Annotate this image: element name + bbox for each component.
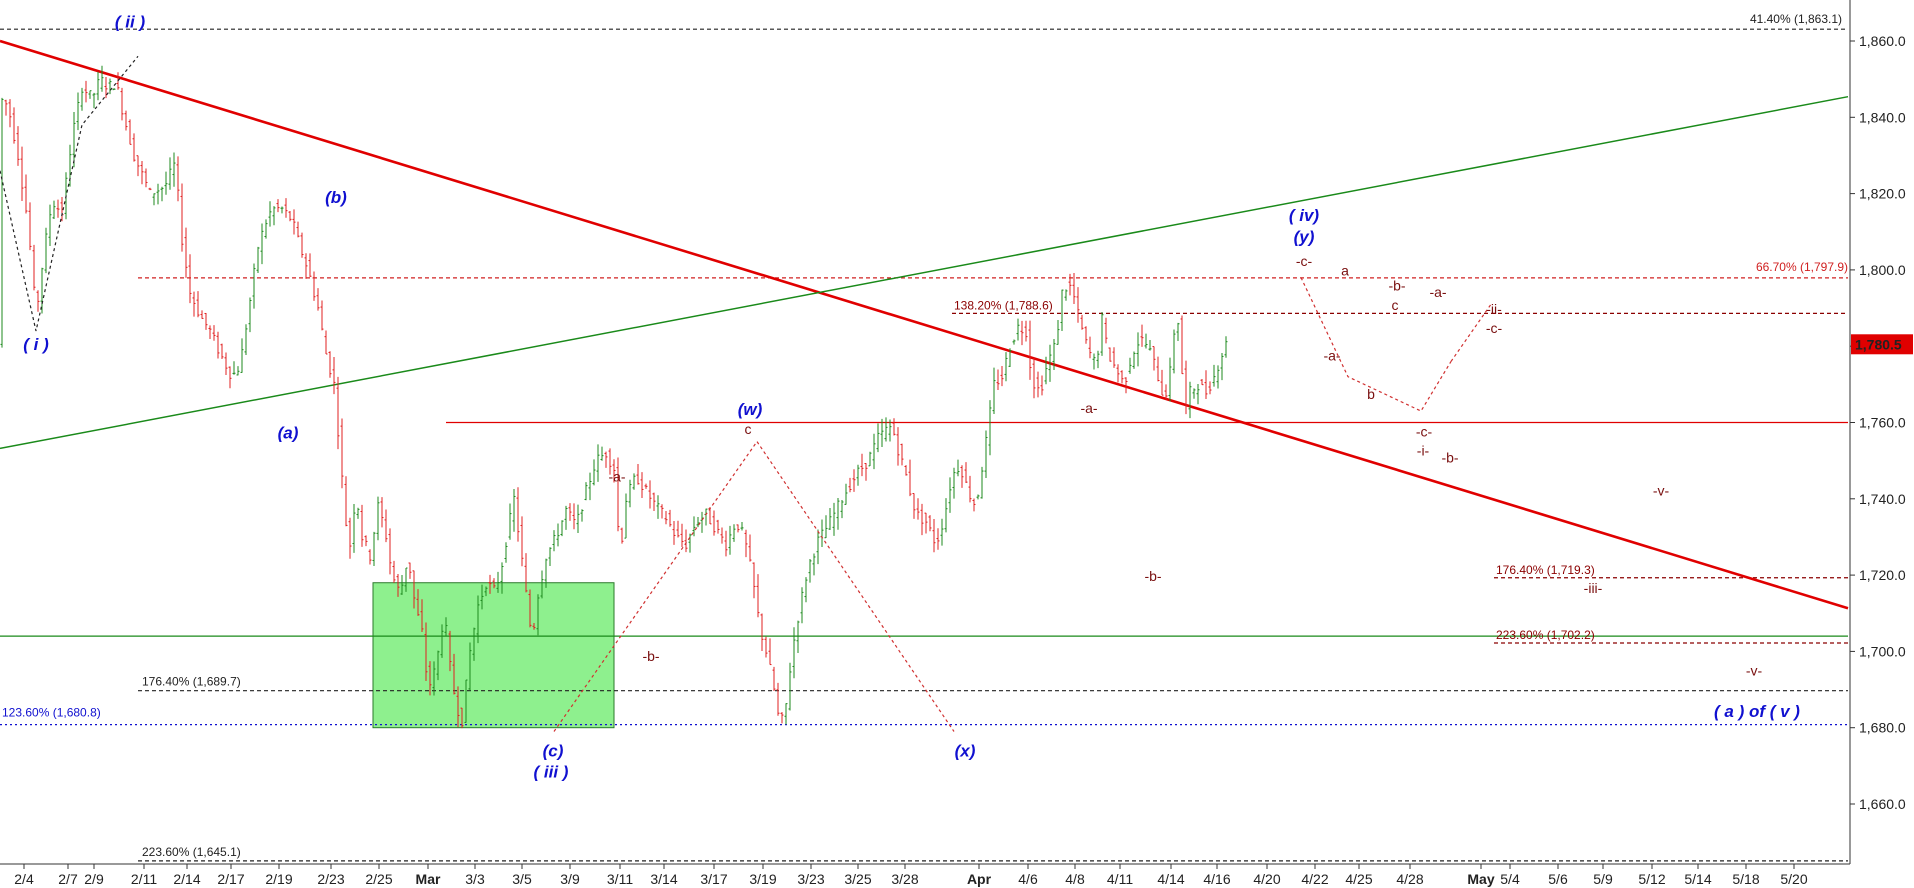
wave-label-21: c bbox=[1392, 297, 1399, 313]
date-tick-label-20: Apr bbox=[967, 871, 992, 887]
date-tick-label-23: 4/11 bbox=[1107, 871, 1133, 887]
price-tick-label-8: 1,700.0 bbox=[1859, 643, 1906, 659]
wave-label-15: -b- bbox=[1144, 568, 1161, 584]
date-tick-label-5: 2/17 bbox=[217, 871, 244, 887]
date-tick-label-19: 3/28 bbox=[891, 871, 918, 887]
level-label-2: 138.20% (1,788.6) bbox=[954, 298, 1053, 312]
level-label-7: 176.40% (1,689.7) bbox=[142, 675, 241, 689]
date-tick-label-1: 2/7 bbox=[58, 871, 78, 887]
date-tick-label-9: Mar bbox=[416, 871, 441, 887]
date-tick-label-27: 4/22 bbox=[1301, 871, 1328, 887]
level-label-0: 41.40% (1,863.1) bbox=[1750, 12, 1842, 26]
date-tick-label-30: May bbox=[1467, 871, 1494, 887]
date-tick-label-32: 5/6 bbox=[1548, 871, 1568, 887]
wave-label-14: -a- bbox=[1080, 400, 1097, 416]
date-tick-label-21: 4/6 bbox=[1018, 871, 1038, 887]
green-uptrend bbox=[0, 95, 1849, 450]
wave-label-26: -ii- bbox=[1486, 301, 1502, 317]
price-tick-label-1: 1,840.0 bbox=[1859, 109, 1906, 125]
date-tick-label-14: 3/14 bbox=[650, 871, 677, 887]
wave-label-12: -b- bbox=[642, 648, 659, 664]
date-tick-label-3: 2/11 bbox=[131, 871, 157, 887]
wave-label-9: (y) bbox=[1294, 227, 1315, 246]
wave-label-11: -a- bbox=[608, 469, 625, 485]
date-tick-label-29: 4/28 bbox=[1396, 871, 1423, 887]
support-zone bbox=[372, 582, 615, 729]
price-tick-label-6: 1,740.0 bbox=[1859, 491, 1906, 507]
date-tick-label-26: 4/20 bbox=[1253, 871, 1280, 887]
wave-label-24: -i- bbox=[1417, 443, 1430, 459]
current-price-box bbox=[1851, 334, 1913, 355]
date-tick-label-11: 3/5 bbox=[512, 871, 532, 887]
price-tick-label-10: 1,660.0 bbox=[1859, 796, 1906, 812]
price-tick-label-3: 1,800.0 bbox=[1859, 262, 1906, 278]
level-label-9: 223.60% (1,645.1) bbox=[142, 845, 241, 859]
level-label-1: 66.70% (1,797.9) bbox=[1756, 260, 1848, 274]
wave-label-2: (b) bbox=[325, 188, 347, 207]
date-tick-label-37: 5/20 bbox=[1780, 871, 1807, 887]
date-tick-label-24: 4/14 bbox=[1157, 871, 1184, 887]
price-tick-label-9: 1,680.0 bbox=[1859, 720, 1906, 736]
date-tick-label-35: 5/14 bbox=[1684, 871, 1711, 887]
wave-label-3: (a) bbox=[278, 424, 299, 443]
wave-label-1: ( i ) bbox=[23, 335, 49, 354]
red-downtrend bbox=[0, 39, 1849, 610]
price-tick-label-7: 1,720.0 bbox=[1859, 567, 1906, 583]
wave-label-0: ( ii ) bbox=[115, 13, 146, 32]
date-tick-label-34: 5/12 bbox=[1638, 871, 1665, 887]
date-tick-label-0: 2/4 bbox=[14, 871, 34, 887]
date-tick-label-8: 2/25 bbox=[365, 871, 392, 887]
wave-label-30: -v- bbox=[1746, 662, 1763, 678]
date-tick-label-12: 3/9 bbox=[560, 871, 580, 887]
date-tick-label-13: 3/11 bbox=[607, 871, 633, 887]
wave-label-4: (w) bbox=[738, 400, 763, 419]
wave-label-18: -a- bbox=[1323, 347, 1340, 363]
price-tick-label-0: 1,860.0 bbox=[1859, 33, 1906, 49]
level-label-8: 123.60% (1,680.8) bbox=[2, 706, 101, 720]
price-tick-label-2: 1,820.0 bbox=[1859, 186, 1906, 202]
wave-label-27: -c- bbox=[1486, 320, 1503, 336]
price-tick-label-5: 1,760.0 bbox=[1859, 415, 1906, 431]
date-tick-label-6: 2/19 bbox=[265, 871, 292, 887]
date-tick-label-15: 3/17 bbox=[700, 871, 727, 887]
current-price-label: 1,780.5 bbox=[1855, 336, 1902, 352]
level-label-6: 223.60% (1,702.2) bbox=[1496, 628, 1595, 642]
wave-label-19: b bbox=[1367, 386, 1375, 402]
date-tick-label-7: 2/23 bbox=[317, 871, 344, 887]
wave-label-13: c bbox=[745, 421, 752, 437]
wave-label-17: a bbox=[1341, 263, 1349, 279]
wave-label-6: ( iii ) bbox=[534, 762, 569, 781]
wave-label-23: -c- bbox=[1416, 424, 1433, 440]
wave-label-20: -b- bbox=[1388, 278, 1405, 294]
wave-label-22: -a- bbox=[1429, 284, 1446, 300]
date-tick-label-22: 4/8 bbox=[1065, 871, 1085, 887]
date-tick-label-25: 4/16 bbox=[1203, 871, 1230, 887]
date-tick-label-4: 2/14 bbox=[173, 871, 200, 887]
wave-label-29: -iii- bbox=[1584, 580, 1603, 596]
wave-label-28: -v- bbox=[1653, 483, 1670, 499]
level-label-4: 176.40% (1,719.3) bbox=[1496, 563, 1595, 577]
date-tick-label-10: 3/3 bbox=[465, 871, 485, 887]
date-tick-label-16: 3/19 bbox=[749, 871, 776, 887]
wave-label-8: ( iv) bbox=[1289, 206, 1320, 225]
wave-label-25: -b- bbox=[1441, 450, 1458, 466]
date-tick-label-36: 5/18 bbox=[1732, 871, 1759, 887]
date-tick-label-18: 3/25 bbox=[844, 871, 871, 887]
wave-path-2 bbox=[1300, 277, 1452, 412]
date-tick-label-28: 4/25 bbox=[1345, 871, 1372, 887]
wave-label-5: (c) bbox=[543, 741, 564, 760]
date-tick-label-17: 3/23 bbox=[797, 871, 824, 887]
date-tick-label-2: 2/9 bbox=[84, 871, 104, 887]
wave-label-7: (x) bbox=[955, 741, 976, 760]
wave-label-10: ( a ) of ( v ) bbox=[1714, 702, 1800, 721]
date-tick-label-31: 5/4 bbox=[1500, 871, 1520, 887]
wave-label-16: -c- bbox=[1296, 253, 1313, 269]
date-tick-label-33: 5/9 bbox=[1593, 871, 1613, 887]
